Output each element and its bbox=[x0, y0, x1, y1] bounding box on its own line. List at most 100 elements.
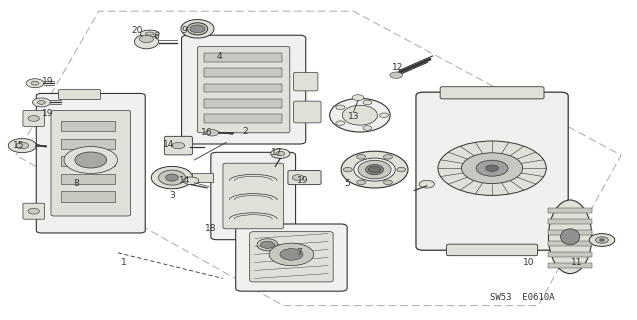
FancyBboxPatch shape bbox=[197, 46, 290, 133]
Text: 3: 3 bbox=[169, 191, 175, 200]
FancyBboxPatch shape bbox=[440, 87, 544, 99]
Circle shape bbox=[419, 180, 434, 188]
Bar bbox=[548, 230, 592, 235]
Circle shape bbox=[28, 116, 39, 121]
FancyBboxPatch shape bbox=[59, 90, 101, 100]
Text: 7: 7 bbox=[296, 248, 303, 257]
Text: 19: 19 bbox=[42, 77, 54, 86]
Ellipse shape bbox=[134, 35, 159, 49]
Text: 5: 5 bbox=[344, 180, 350, 188]
Circle shape bbox=[383, 155, 392, 159]
Text: 8: 8 bbox=[73, 180, 80, 188]
Circle shape bbox=[261, 241, 275, 248]
Text: 12: 12 bbox=[392, 63, 404, 72]
Circle shape bbox=[190, 25, 205, 33]
Circle shape bbox=[269, 243, 313, 266]
Ellipse shape bbox=[354, 158, 395, 181]
Ellipse shape bbox=[152, 166, 192, 189]
FancyBboxPatch shape bbox=[51, 110, 131, 216]
Bar bbox=[548, 241, 592, 246]
Circle shape bbox=[16, 142, 29, 149]
Circle shape bbox=[26, 79, 44, 88]
Ellipse shape bbox=[250, 235, 285, 255]
Ellipse shape bbox=[343, 105, 377, 125]
Circle shape bbox=[363, 100, 372, 105]
Text: SW53  E0610A: SW53 E0610A bbox=[490, 293, 555, 302]
Circle shape bbox=[390, 72, 403, 78]
Circle shape bbox=[357, 180, 366, 185]
Bar bbox=[61, 174, 115, 184]
Circle shape bbox=[485, 165, 498, 172]
Text: 14: 14 bbox=[163, 140, 175, 148]
Circle shape bbox=[64, 147, 117, 173]
Circle shape bbox=[28, 208, 39, 214]
Bar bbox=[548, 263, 592, 268]
Circle shape bbox=[38, 100, 45, 104]
Ellipse shape bbox=[187, 23, 208, 35]
Text: 14: 14 bbox=[179, 176, 190, 185]
Circle shape bbox=[397, 167, 406, 172]
Ellipse shape bbox=[330, 99, 390, 132]
FancyBboxPatch shape bbox=[23, 110, 45, 126]
Ellipse shape bbox=[257, 239, 278, 251]
Circle shape bbox=[280, 249, 303, 260]
Ellipse shape bbox=[140, 36, 154, 43]
FancyBboxPatch shape bbox=[211, 152, 296, 240]
Bar bbox=[61, 156, 115, 166]
Ellipse shape bbox=[341, 151, 408, 188]
Text: 18: 18 bbox=[204, 224, 216, 233]
Bar bbox=[61, 139, 115, 149]
Ellipse shape bbox=[358, 160, 391, 179]
Ellipse shape bbox=[181, 20, 214, 38]
Text: 20: 20 bbox=[131, 26, 143, 35]
Text: 15: 15 bbox=[13, 141, 25, 150]
Ellipse shape bbox=[145, 32, 154, 35]
Text: 19: 19 bbox=[42, 109, 54, 118]
Circle shape bbox=[368, 166, 381, 173]
FancyBboxPatch shape bbox=[250, 232, 333, 282]
Text: 1: 1 bbox=[121, 258, 127, 267]
Circle shape bbox=[596, 237, 608, 243]
FancyBboxPatch shape bbox=[223, 163, 283, 229]
Circle shape bbox=[172, 142, 185, 149]
Text: 16: 16 bbox=[201, 128, 213, 137]
Circle shape bbox=[206, 130, 218, 136]
Bar bbox=[548, 252, 592, 257]
Text: 4: 4 bbox=[217, 52, 222, 60]
Bar bbox=[61, 191, 115, 202]
Circle shape bbox=[183, 177, 199, 185]
Circle shape bbox=[276, 151, 285, 156]
Circle shape bbox=[352, 95, 364, 100]
Circle shape bbox=[461, 153, 522, 184]
Circle shape bbox=[438, 141, 547, 196]
Bar bbox=[204, 99, 282, 108]
Circle shape bbox=[383, 180, 392, 185]
Circle shape bbox=[8, 139, 36, 153]
Bar bbox=[204, 84, 282, 92]
Text: 10: 10 bbox=[523, 258, 534, 267]
Text: 17: 17 bbox=[271, 148, 283, 156]
Bar bbox=[204, 114, 282, 123]
Circle shape bbox=[476, 160, 508, 176]
Circle shape bbox=[363, 126, 372, 130]
Circle shape bbox=[599, 239, 605, 241]
Bar bbox=[61, 121, 115, 131]
FancyBboxPatch shape bbox=[23, 203, 45, 219]
Circle shape bbox=[380, 113, 389, 117]
FancyBboxPatch shape bbox=[294, 72, 318, 91]
Circle shape bbox=[271, 149, 290, 158]
Circle shape bbox=[32, 98, 50, 107]
FancyBboxPatch shape bbox=[294, 101, 321, 123]
FancyBboxPatch shape bbox=[36, 93, 145, 233]
Text: 9: 9 bbox=[182, 26, 188, 35]
Bar bbox=[548, 208, 592, 213]
Bar bbox=[192, 173, 213, 182]
FancyBboxPatch shape bbox=[182, 35, 306, 144]
Text: 2: 2 bbox=[243, 127, 248, 136]
FancyBboxPatch shape bbox=[447, 244, 538, 256]
FancyBboxPatch shape bbox=[288, 171, 321, 185]
Circle shape bbox=[336, 105, 345, 109]
Circle shape bbox=[357, 155, 366, 159]
Ellipse shape bbox=[140, 30, 159, 37]
Text: 6: 6 bbox=[153, 32, 159, 41]
